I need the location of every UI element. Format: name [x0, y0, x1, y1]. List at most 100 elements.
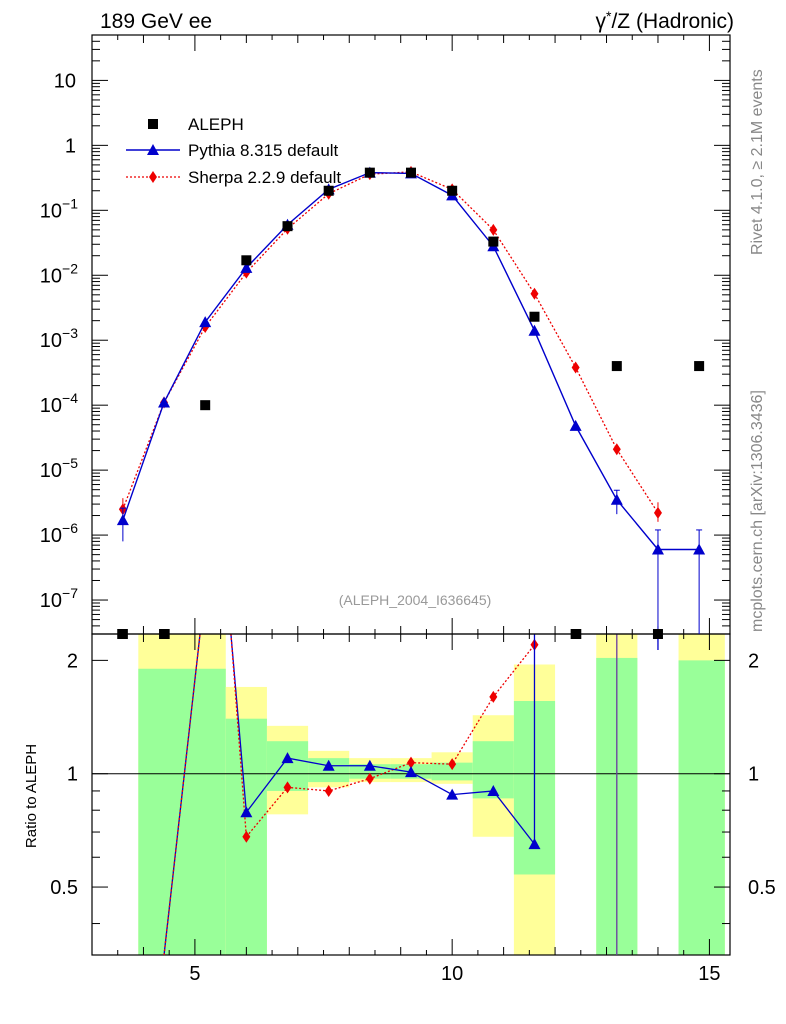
pythia-point	[693, 543, 706, 555]
aleph-point	[570, 629, 581, 639]
x-tick-label: 10	[441, 963, 463, 985]
x-tick-label: 15	[698, 963, 720, 985]
header-right-gamma: γ	[596, 10, 607, 33]
pythia-point	[610, 493, 623, 505]
sherpa-ratio-point	[448, 758, 457, 771]
side-text-bottom: mcplots.cern.ch [arXiv:1306.3436]	[749, 390, 766, 632]
sherpa-ratio-point	[242, 830, 251, 843]
analysis-tag: (ALEPH_2004_I636645)	[339, 592, 492, 608]
ratio-ylabel: Ratio to ALEPH	[23, 744, 40, 848]
pythia-ratio-point	[487, 784, 500, 796]
y-tick-label-exp: −7	[62, 585, 78, 601]
header-right-rest: /Z (Hadronic)	[611, 10, 734, 33]
side-text-top: Rivet 4.1.0, ≥ 2.1M events	[749, 69, 766, 255]
aleph-point	[447, 185, 458, 196]
aleph-point	[488, 236, 499, 247]
y-tick-label-exp: −1	[62, 195, 78, 211]
sherpa-point	[653, 506, 662, 519]
sherpa-point	[571, 361, 580, 374]
ratio-band-green-6	[431, 762, 473, 781]
pythia-point	[158, 396, 171, 408]
y-tick-label: 10−2	[40, 260, 78, 287]
y-tick-label-exp: −2	[62, 260, 78, 276]
y-tick-label-exp: −4	[62, 390, 78, 406]
ratio-panel: 5 10 15 0.5 0.5 1 1 2 2	[50, 630, 776, 985]
sherpa-line	[122, 171, 659, 514]
x-tick-label: 5	[189, 963, 200, 985]
pythia-point	[569, 419, 582, 431]
y-tick-label-exp: −5	[62, 455, 78, 471]
y-tick-label-exp: −6	[62, 520, 78, 536]
y-tick-label-base: 10	[40, 200, 62, 222]
y-tick-label: 10−7	[40, 585, 78, 612]
pythia-point	[199, 316, 212, 328]
pythia-point	[528, 324, 541, 336]
legend-label: ALEPH	[188, 115, 244, 134]
aleph-point	[364, 167, 375, 178]
aleph-point	[241, 255, 252, 266]
pythia-ratio-point	[322, 759, 335, 771]
y-tick-label: 1	[65, 135, 76, 157]
y-tick-label: 10−5	[40, 455, 78, 482]
header-right: γ*/Z (Hadronic)	[596, 8, 734, 33]
pythia-point	[240, 261, 253, 273]
main-frame	[91, 34, 731, 635]
aleph-point	[159, 629, 170, 639]
pythia-ratio-point	[281, 752, 294, 764]
ratio-y-tick-label-right: 1	[748, 764, 759, 786]
legend-sherpa-marker	[149, 171, 157, 183]
y-tick-label-base: 10	[40, 330, 62, 352]
y-tick-label: 10−6	[40, 520, 78, 547]
y-tick-label: 10	[54, 70, 76, 92]
pythia-ratio-point	[363, 759, 376, 771]
ratio-y-tick-label: 0.5	[50, 877, 78, 899]
pythia-point	[116, 514, 129, 526]
legend-label: Pythia 8.315 default	[188, 141, 339, 160]
legend-label: Sherpa 2.2.9 default	[188, 168, 341, 187]
pythia-ratio-point	[446, 788, 459, 800]
pythia-ratio-line	[245, 757, 535, 845]
aleph-point	[200, 400, 211, 411]
aleph-point	[694, 361, 705, 372]
aleph-point	[611, 361, 622, 372]
legend-aleph-marker	[148, 119, 158, 129]
ratio-y-tick-label: 1	[67, 764, 78, 786]
sherpa-ratio-point	[365, 772, 374, 785]
legend: ALEPH Pythia 8.315 default Sherpa 2.2.9 de…	[126, 115, 341, 187]
aleph-point	[529, 311, 540, 322]
y-tick-label: 10−1	[40, 195, 78, 222]
y-tick-label: 10−3	[40, 325, 78, 352]
ratio-y-tick-label: 2	[67, 650, 78, 672]
aleph-point	[282, 221, 293, 232]
sherpa-ratio-point	[283, 781, 292, 794]
ratio-band-green-0	[138, 668, 226, 955]
y-tick-label-base: 1	[65, 135, 76, 157]
sherpa-point	[612, 443, 621, 456]
sherpa-point	[530, 287, 539, 300]
y-tick-label-base: 10	[40, 265, 62, 287]
header-right-star: *	[606, 8, 612, 24]
aleph-point	[323, 185, 334, 196]
ratio-y-tick-label-right: 0.5	[748, 877, 776, 899]
aleph-point	[406, 167, 416, 178]
sherpa-point	[489, 223, 498, 236]
y-tick-label-base: 10	[54, 70, 76, 92]
pythia-point	[651, 543, 664, 555]
header-left: 189 GeV ee	[100, 10, 212, 33]
y-tick-label-base: 10	[40, 460, 62, 482]
pythia-ratio-point	[405, 766, 417, 778]
sherpa-ratio-rise	[163, 633, 201, 956]
sherpa-ratio-point	[489, 690, 498, 703]
y-tick-label-base: 10	[40, 395, 62, 417]
sherpa-ratio-point	[324, 784, 333, 797]
y-tick-label-base: 10	[40, 590, 62, 612]
legend-pythia-marker	[147, 144, 159, 155]
y-tick-label-exp: −3	[62, 325, 78, 341]
sherpa-ratio-point	[407, 756, 415, 769]
ratio-band-green-10	[678, 660, 725, 955]
aleph-point	[117, 629, 128, 639]
pythia-ratio-point	[240, 806, 253, 818]
y-tick-label: 10−4	[40, 390, 78, 417]
